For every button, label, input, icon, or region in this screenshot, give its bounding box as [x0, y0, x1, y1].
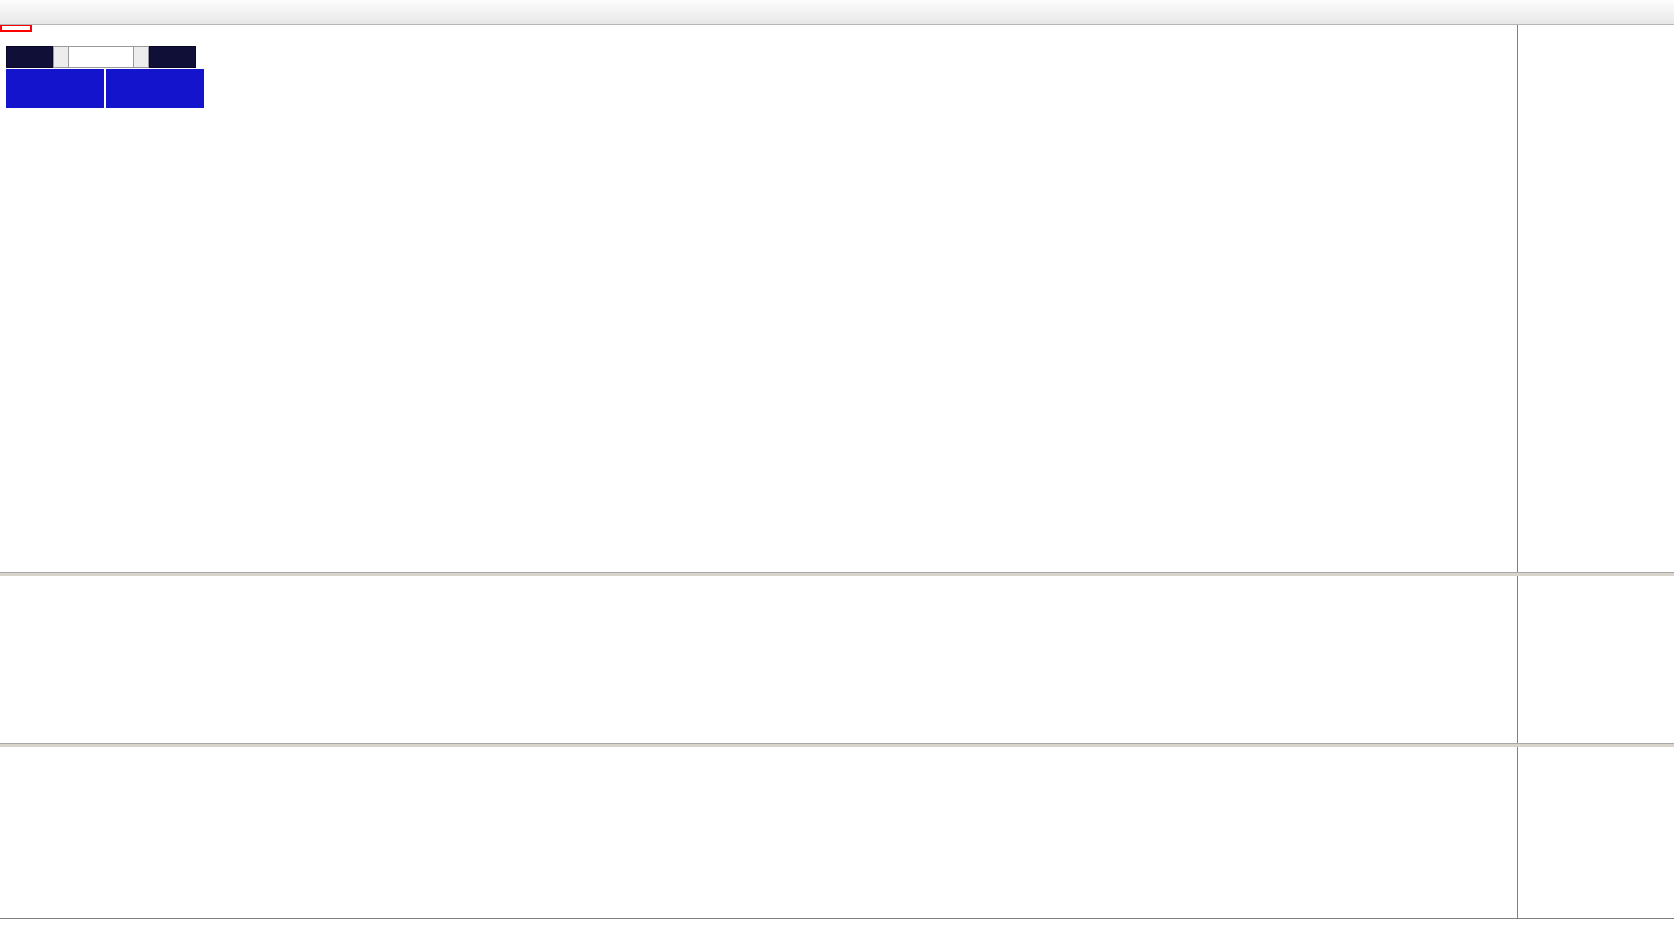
- macd-axis: [1517, 575, 1674, 743]
- pane-splitter[interactable]: [0, 743, 1674, 747]
- price-chart-canvas[interactable]: [0, 24, 1517, 572]
- time-axis: [0, 918, 1674, 945]
- price-chart-pane: [0, 24, 1674, 572]
- price-axis: [1517, 24, 1674, 572]
- ask-price-box[interactable]: [106, 69, 204, 108]
- buy-button[interactable]: [149, 46, 196, 68]
- macd-canvas[interactable]: [0, 575, 1517, 743]
- volume-decrease-button[interactable]: [53, 46, 69, 68]
- volume-increase-button[interactable]: [133, 46, 149, 68]
- bid-price-box[interactable]: [6, 69, 104, 108]
- rsi-canvas[interactable]: [0, 746, 1517, 918]
- toolbar: [0, 0, 1674, 25]
- one-click-prices-row: [6, 69, 204, 108]
- sell-button[interactable]: [6, 46, 53, 68]
- one-click-controls-row: [6, 46, 204, 68]
- one-click-trading-panel: [6, 46, 204, 108]
- volume-input[interactable]: [69, 46, 133, 68]
- price-callout-label[interactable]: [0, 24, 32, 32]
- rsi-pane: [0, 746, 1674, 918]
- macd-pane: [0, 575, 1674, 743]
- pane-splitter[interactable]: [0, 572, 1674, 576]
- chart-title: [6, 28, 16, 40]
- rsi-axis: [1517, 746, 1674, 918]
